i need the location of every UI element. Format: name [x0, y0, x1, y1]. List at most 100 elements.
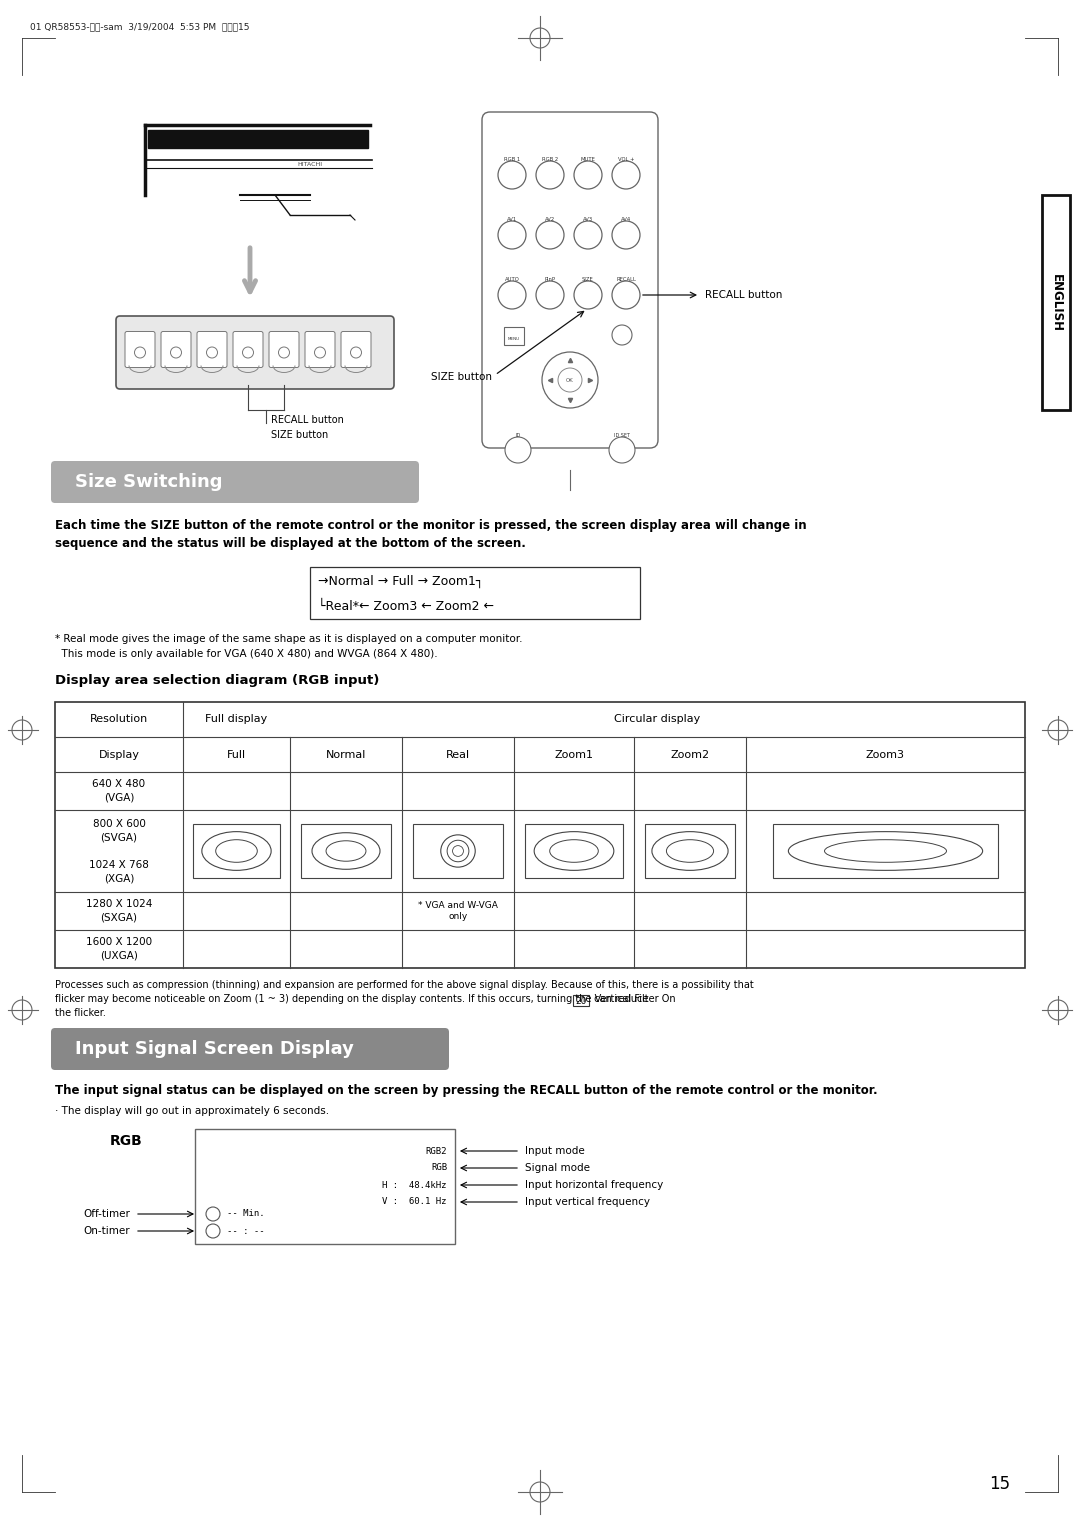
Bar: [148, 130, 368, 148]
Text: RECALL button: RECALL button: [271, 416, 343, 425]
Circle shape: [542, 351, 598, 408]
Text: The input signal status can be displayed on the screen by pressing the RECALL bu: The input signal status can be displayed…: [55, 1083, 878, 1097]
FancyBboxPatch shape: [51, 1028, 449, 1070]
Bar: [526, 824, 622, 879]
Text: Resolution: Resolution: [90, 715, 148, 724]
Bar: [645, 824, 735, 879]
Text: On-timer: On-timer: [83, 1225, 130, 1236]
Text: Real: Real: [446, 750, 470, 759]
Circle shape: [171, 347, 181, 358]
Text: Circular display: Circular display: [615, 715, 701, 724]
Text: 640 X 480
(VGA): 640 X 480 (VGA): [93, 779, 146, 802]
Circle shape: [206, 1207, 220, 1221]
Text: 1280 X 1024
(SXGA): 1280 X 1024 (SXGA): [85, 900, 152, 923]
Text: RGB: RGB: [431, 1163, 447, 1172]
Text: SIZE: SIZE: [582, 277, 594, 283]
FancyBboxPatch shape: [269, 332, 299, 368]
Text: * VGA and W-VGA
only: * VGA and W-VGA only: [418, 902, 498, 921]
Text: MUTE: MUTE: [581, 157, 595, 162]
FancyBboxPatch shape: [116, 316, 394, 390]
Text: Signal mode: Signal mode: [525, 1163, 590, 1174]
Circle shape: [243, 347, 254, 358]
Text: Display area selection diagram (RGB input): Display area selection diagram (RGB inpu…: [55, 674, 379, 688]
FancyBboxPatch shape: [305, 332, 335, 368]
Text: AV3: AV3: [583, 217, 593, 222]
Text: AUTO: AUTO: [504, 277, 519, 283]
Bar: [195, 1129, 455, 1244]
Bar: [310, 567, 640, 619]
Text: -- Min.: -- Min.: [227, 1210, 265, 1218]
Text: the flicker.: the flicker.: [55, 1008, 106, 1018]
Text: 1600 X 1200
(UXGA): 1600 X 1200 (UXGA): [86, 937, 152, 961]
Text: ID: ID: [515, 432, 521, 439]
Text: AV2: AV2: [545, 217, 555, 222]
Text: RGB 2: RGB 2: [542, 157, 558, 162]
Text: SIZE button: SIZE button: [271, 429, 328, 440]
Text: Off-timer: Off-timer: [83, 1209, 130, 1219]
Text: RECALL button: RECALL button: [705, 290, 782, 299]
FancyBboxPatch shape: [233, 332, 264, 368]
Text: Normal: Normal: [326, 750, 366, 759]
Text: -- : --: -- : --: [227, 1227, 265, 1236]
Circle shape: [609, 437, 635, 463]
Text: H :  48.4kHz: H : 48.4kHz: [382, 1181, 447, 1189]
Text: RGB: RGB: [110, 1134, 143, 1148]
Text: VOL +: VOL +: [618, 157, 634, 162]
Text: V :  60.1 Hz: V : 60.1 Hz: [382, 1198, 447, 1207]
Text: Each time the SIZE button of the remote control or the monitor is pressed, the s: Each time the SIZE button of the remote …: [55, 520, 807, 532]
Text: 20: 20: [576, 996, 588, 1005]
Circle shape: [498, 160, 526, 189]
Circle shape: [573, 222, 602, 249]
Circle shape: [351, 347, 362, 358]
Circle shape: [612, 222, 640, 249]
Bar: [193, 824, 280, 879]
Bar: [504, 327, 524, 345]
Text: flicker may become noticeable on Zoom (1 ~ 3) depending on the display contents.: flicker may become noticeable on Zoom (1…: [55, 995, 678, 1004]
Text: AV4: AV4: [621, 217, 631, 222]
Text: Full: Full: [227, 750, 246, 759]
Text: SIZE button: SIZE button: [431, 371, 492, 382]
Circle shape: [279, 347, 289, 358]
Bar: [573, 995, 590, 1005]
Bar: [55, 701, 1025, 969]
Circle shape: [536, 222, 564, 249]
Circle shape: [573, 160, 602, 189]
Text: Zoom2: Zoom2: [671, 750, 710, 759]
Text: 01 QR58553-英語-sam  3/19/2004  5:53 PM  ペーシ15: 01 QR58553-英語-sam 3/19/2004 5:53 PM ペーシ1…: [30, 21, 249, 31]
Text: ID SET: ID SET: [615, 432, 630, 439]
Circle shape: [498, 281, 526, 309]
Text: AV1: AV1: [507, 217, 517, 222]
Text: Full display: Full display: [205, 715, 268, 724]
Circle shape: [558, 368, 582, 393]
Text: RECALL: RECALL: [616, 277, 636, 283]
Circle shape: [536, 281, 564, 309]
Circle shape: [612, 160, 640, 189]
Text: Zoom1: Zoom1: [554, 750, 594, 759]
Text: Size Switching: Size Switching: [75, 474, 222, 490]
Bar: [772, 824, 998, 879]
Text: RGB2: RGB2: [426, 1146, 447, 1155]
Text: →Normal → Full → Zoom1┐: →Normal → Full → Zoom1┐: [318, 575, 484, 588]
Text: PinP: PinP: [544, 277, 555, 283]
Bar: [300, 824, 391, 879]
Circle shape: [612, 325, 632, 345]
Text: MENU: MENU: [508, 338, 521, 341]
FancyBboxPatch shape: [482, 112, 658, 448]
Circle shape: [206, 1224, 220, 1238]
Text: can reduce: can reduce: [592, 995, 649, 1004]
Text: Input Signal Screen Display: Input Signal Screen Display: [75, 1041, 354, 1057]
Text: Processes such as compression (thinning) and expansion are performed for the abo: Processes such as compression (thinning)…: [55, 979, 754, 990]
Text: · The display will go out in approximately 6 seconds.: · The display will go out in approximate…: [55, 1106, 329, 1115]
Bar: [413, 824, 503, 879]
FancyBboxPatch shape: [51, 461, 419, 503]
Text: Input vertical frequency: Input vertical frequency: [525, 1196, 650, 1207]
Circle shape: [573, 281, 602, 309]
Circle shape: [612, 281, 640, 309]
Text: Input horizontal frequency: Input horizontal frequency: [525, 1180, 663, 1190]
Text: Input mode: Input mode: [525, 1146, 584, 1157]
FancyBboxPatch shape: [197, 332, 227, 368]
Text: HITACHI: HITACHI: [297, 162, 323, 168]
Text: 1024 X 768
(XGA): 1024 X 768 (XGA): [89, 860, 149, 883]
Text: └Real*← Zoom3 ← Zoom2 ←: └Real*← Zoom3 ← Zoom2 ←: [318, 601, 494, 614]
Text: This mode is only available for VGA (640 X 480) and WVGA (864 X 480).: This mode is only available for VGA (640…: [55, 649, 437, 659]
